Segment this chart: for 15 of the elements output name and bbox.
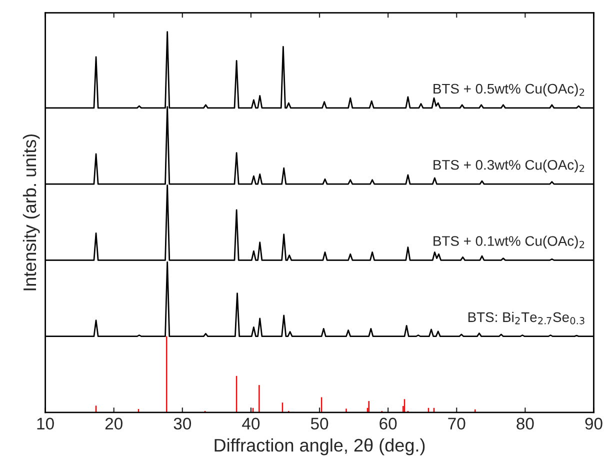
y-axis-title: Intensity (arb. units) [22, 134, 40, 290]
x-tick-label: 40 [242, 418, 260, 430]
x-axis-title: Diffraction angle, 2θ (deg.) [214, 438, 425, 456]
x-tick-label: 70 [448, 418, 466, 430]
x-tick-label: 60 [380, 418, 397, 430]
series-label: BTS + 0.1wt% Cu(OAc)$_{2}$ [434, 236, 584, 249]
x-tick-label: 10 [37, 418, 54, 430]
series-label: BTS: Bi$_{2}$Te$_{2.7}$Se$_{0.3}$ [468, 312, 584, 324]
series-label: BTS + 0.5wt% Cu(OAc)$_{2}$ [434, 83, 584, 96]
series-label: BTS + 0.3wt% Cu(OAc)$_{2}$ [434, 160, 584, 173]
x-tick-label: 50 [310, 418, 328, 430]
x-tick-label: 80 [516, 418, 534, 430]
x-tick-label: 30 [174, 418, 192, 430]
x-tick-label: 20 [105, 418, 122, 430]
x-tick-label: 90 [585, 418, 602, 430]
